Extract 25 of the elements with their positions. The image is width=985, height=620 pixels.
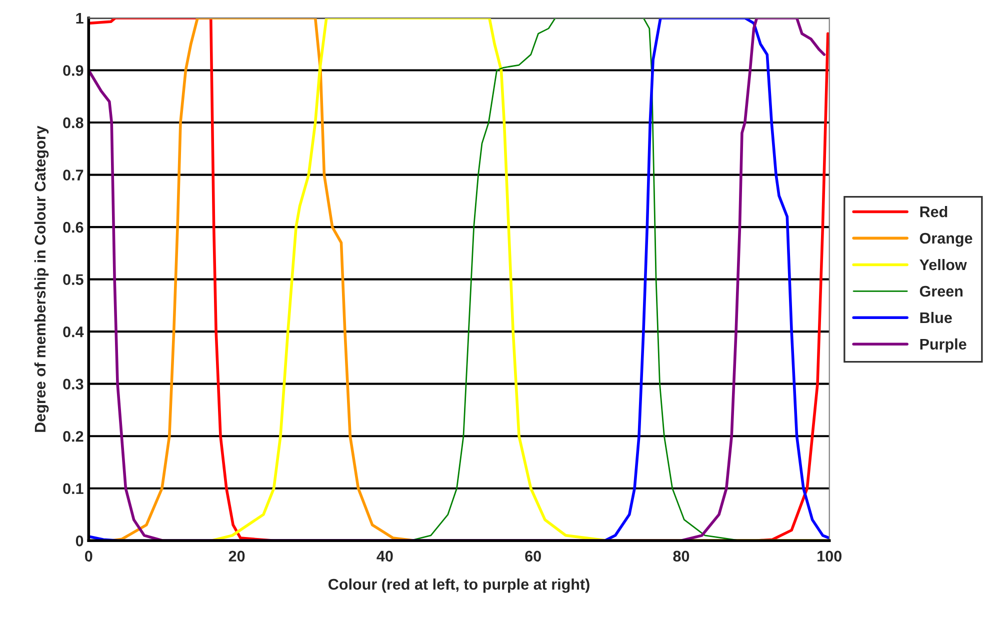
x-tick-label: 0 bbox=[85, 550, 92, 562]
y-tick-label: 0 bbox=[76, 536, 84, 546]
legend-label: Yellow bbox=[920, 258, 967, 270]
y-tick-label: 0.4 bbox=[63, 326, 84, 338]
y-axis-title: Degree of membership in Colour Category bbox=[34, 126, 49, 432]
y-tick-label: 1 bbox=[76, 13, 84, 24]
y-tick-label: 0.6 bbox=[63, 222, 84, 233]
x-tick-label: 40 bbox=[376, 550, 393, 562]
legend-label: Orange bbox=[920, 232, 972, 247]
y-tick-label: 0.7 bbox=[63, 170, 84, 180]
legend-label: Blue bbox=[920, 312, 952, 324]
y-tick-label: 0.5 bbox=[63, 274, 84, 285]
x-tick-label: 100 bbox=[818, 550, 842, 562]
legend-label: Purple bbox=[920, 338, 966, 353]
x-tick-label: 20 bbox=[228, 550, 245, 562]
x-axis-title: Colour (red at left, to purple at right) bbox=[328, 578, 590, 593]
legend-label: Red bbox=[920, 206, 948, 218]
y-tick-label: 0.3 bbox=[63, 378, 84, 390]
x-tick-label: 60 bbox=[525, 550, 541, 562]
y-tick-label: 0.1 bbox=[63, 483, 84, 494]
y-tick-label: 0.9 bbox=[63, 65, 84, 76]
y-tick-label: 0.8 bbox=[63, 117, 84, 128]
legend-label: Green bbox=[920, 286, 962, 297]
y-tick-label: 0.2 bbox=[63, 430, 84, 442]
x-tick-label: 80 bbox=[673, 550, 690, 562]
